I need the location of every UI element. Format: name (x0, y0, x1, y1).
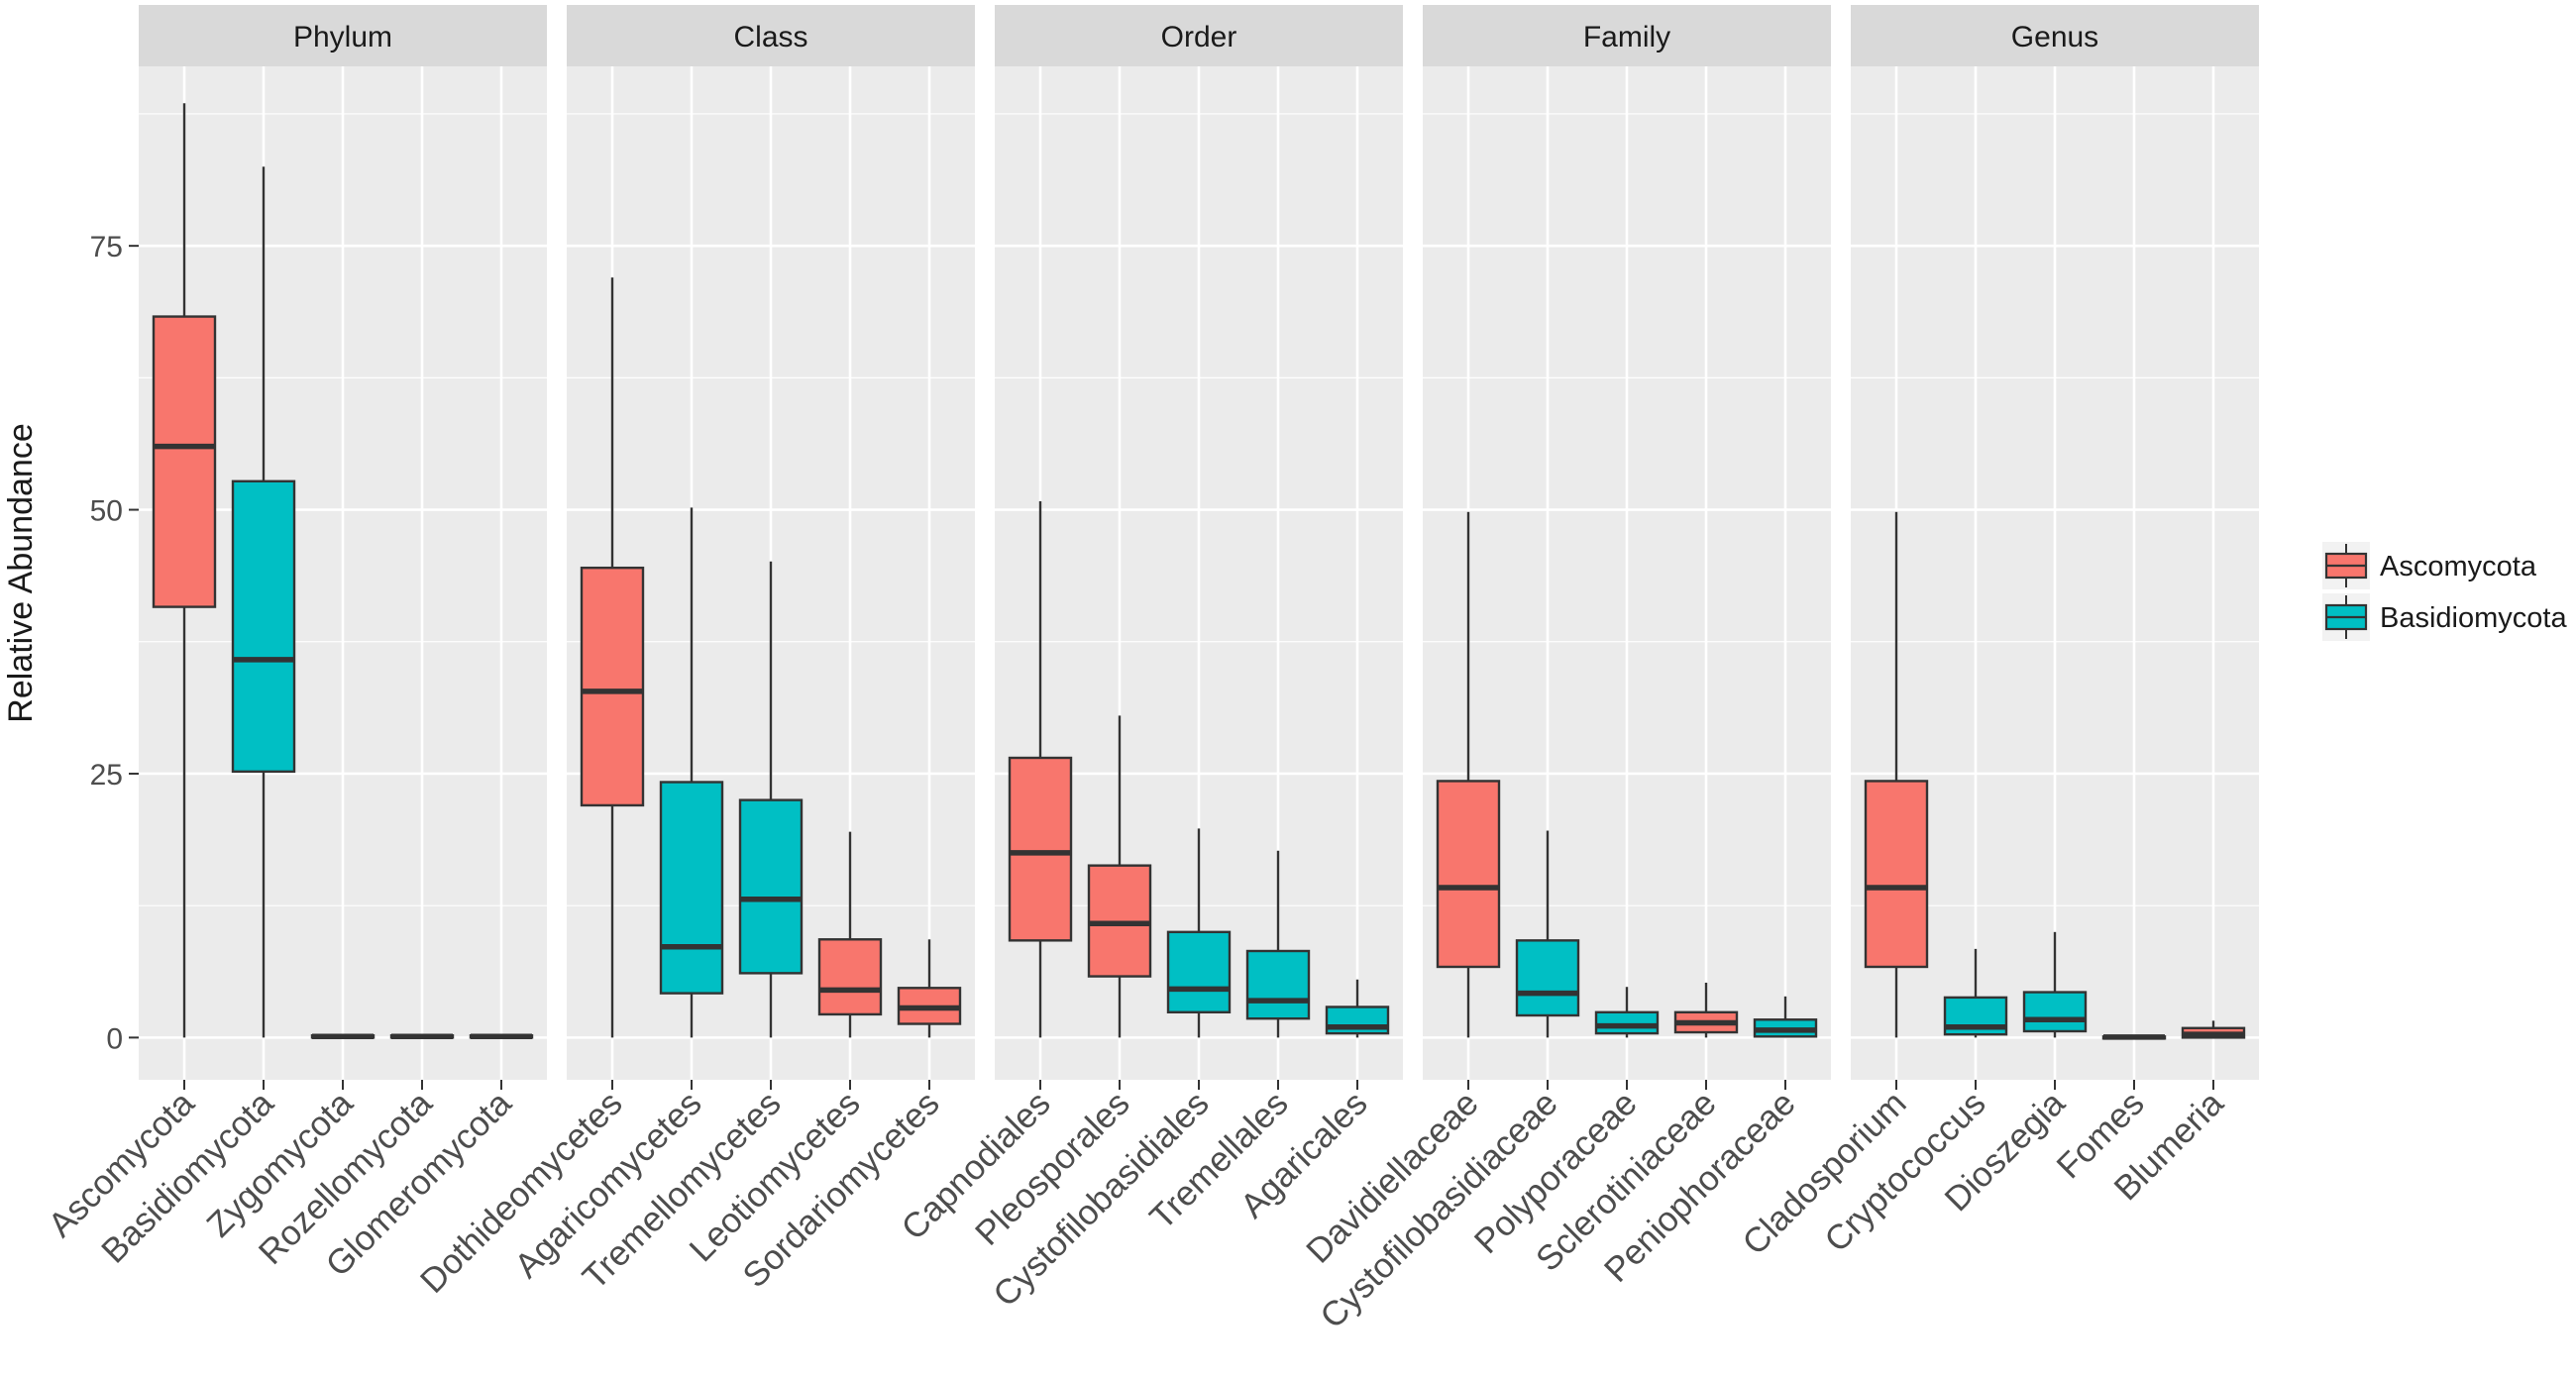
boxplot-cryptococcus (1943, 948, 2008, 1038)
y-axis-label: Relative Abundance (2, 423, 40, 722)
boxplot-peniophoraceae (1753, 996, 1818, 1038)
box (817, 938, 883, 1016)
box (1436, 780, 1501, 969)
box (659, 781, 724, 995)
facet-strip-title: Order (1161, 21, 1237, 53)
legend-key-basidiomycota (2322, 593, 2370, 641)
box (1008, 756, 1073, 942)
facet-strip (567, 5, 975, 66)
boxplot-cystofilobasidiales (1166, 828, 1232, 1038)
box (1594, 1010, 1660, 1035)
boxplot-sclerotiniaceae (1673, 982, 1739, 1038)
facet-strip (139, 5, 547, 66)
box (580, 566, 645, 807)
boxplot-polyporaceae (1594, 987, 1660, 1038)
legend-label: Basidiomycota (2380, 602, 2567, 634)
facet-strip (995, 5, 1403, 66)
box (152, 315, 217, 608)
legend-key-ascomycota (2322, 542, 2370, 589)
y-tick-label: 0 (106, 1022, 123, 1055)
facet-strip (1423, 5, 1831, 66)
boxplot-agaricales (1325, 979, 1390, 1038)
facet-strip-title: Class (733, 21, 807, 53)
box (738, 798, 804, 975)
box (1515, 939, 1580, 1017)
facet-strip-title: Family (1583, 21, 1670, 53)
boxplot-cystofilobasidiaceae (1515, 830, 1580, 1038)
boxplot-tremellales (1245, 850, 1311, 1038)
boxplot-dioszegia (2022, 931, 2088, 1038)
boxplot-basidiomycota (231, 166, 296, 1038)
box (231, 479, 296, 774)
boxplot-fomes (2101, 1034, 2167, 1040)
box (1166, 930, 1232, 1014)
facet-strip-title: Genus (2011, 21, 2098, 53)
box (1864, 780, 1929, 969)
box (2022, 991, 2088, 1033)
boxplot-sordariomycetes (897, 939, 962, 1038)
y-tick-label: 50 (90, 495, 123, 528)
boxplot-dothideomycetes (580, 277, 645, 1038)
boxplot-cladosporium (1864, 511, 1929, 1038)
facet-panel-genus: GenusCladosporiumCryptococcusDioszegiaFo… (1735, 5, 2259, 1262)
boxplot-davidiellaceae (1436, 511, 1501, 1038)
box (1245, 949, 1311, 1020)
boxplot-rozellomycota (389, 1033, 455, 1040)
boxplot-agaricomycetes (659, 507, 724, 1038)
facet-panel-phylum: PhylumAscomycotaBasidiomycotaZygomycotaR… (41, 5, 547, 1284)
boxplot-blumeria (2181, 1020, 2246, 1039)
y-tick-label: 75 (90, 231, 123, 264)
boxplot-zygomycota (310, 1033, 376, 1040)
boxplot-ascomycota (152, 103, 217, 1038)
boxplot-glomeromycota (469, 1033, 534, 1040)
facet-strip-title: Phylum (293, 21, 392, 53)
boxplot-pleosporales (1087, 715, 1152, 1038)
boxplot-tremellomycetes (738, 561, 804, 1038)
facet-strip (1851, 5, 2259, 66)
boxplot-capnodiales (1008, 501, 1073, 1038)
boxplot-leotiomycetes (817, 831, 883, 1038)
y-tick-label: 25 (90, 759, 123, 792)
legend: Ascomycota Basidiomycota (2314, 540, 2572, 649)
legend-label: Ascomycota (2380, 551, 2537, 583)
